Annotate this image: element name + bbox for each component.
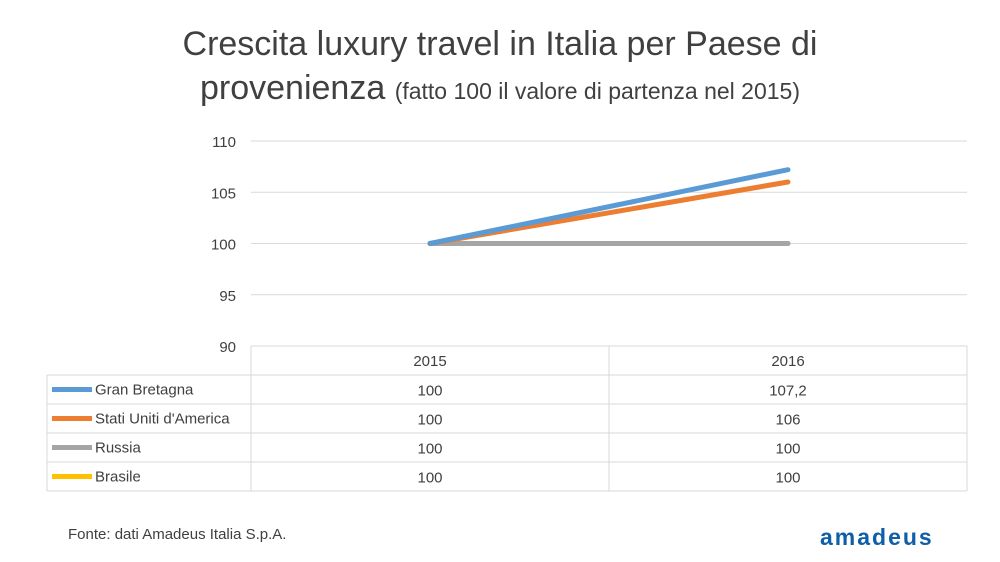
chart-title: Crescita luxury travel in Italia per Pae… xyxy=(0,22,1000,113)
legend-label: Stati Uniti d'America xyxy=(95,411,230,428)
amadeus-logo: amadeus xyxy=(820,524,934,550)
legend-label: Brasile xyxy=(95,469,141,486)
title-line-2: provenienza (fatto 100 il valore di part… xyxy=(0,66,1000,113)
x-category-label: 2016 xyxy=(771,353,804,370)
data-label: 100 xyxy=(417,470,442,487)
series-line xyxy=(427,167,791,246)
y-tick-label: 90 xyxy=(219,339,236,356)
y-tick-label: 110 xyxy=(212,134,236,151)
y-tick-label: 105 xyxy=(211,185,236,202)
chart-subtitle: (fatto 100 il valore di partenza nel 201… xyxy=(394,78,800,104)
legend-label: Russia xyxy=(95,440,142,457)
data-label: 100 xyxy=(775,441,800,458)
title-main-part-2: provenienza xyxy=(199,69,386,107)
data-label: 100 xyxy=(775,470,800,487)
title-line-1: Crescita luxury travel in Italia per Pae… xyxy=(182,25,818,63)
source-note: Fonte: dati Amadeus Italia S.p.A. xyxy=(68,526,287,543)
y-tick-label: 95 xyxy=(219,288,236,305)
data-label: 100 xyxy=(417,383,442,400)
data-label: 106 xyxy=(775,412,800,429)
data-label: 107,2 xyxy=(769,383,807,400)
legend-label: Gran Bretagna xyxy=(95,382,194,399)
y-tick-label: 100 xyxy=(211,237,236,254)
data-label: 100 xyxy=(417,441,442,458)
data-label: 100 xyxy=(417,412,442,429)
x-category-label: 2015 xyxy=(413,353,446,370)
